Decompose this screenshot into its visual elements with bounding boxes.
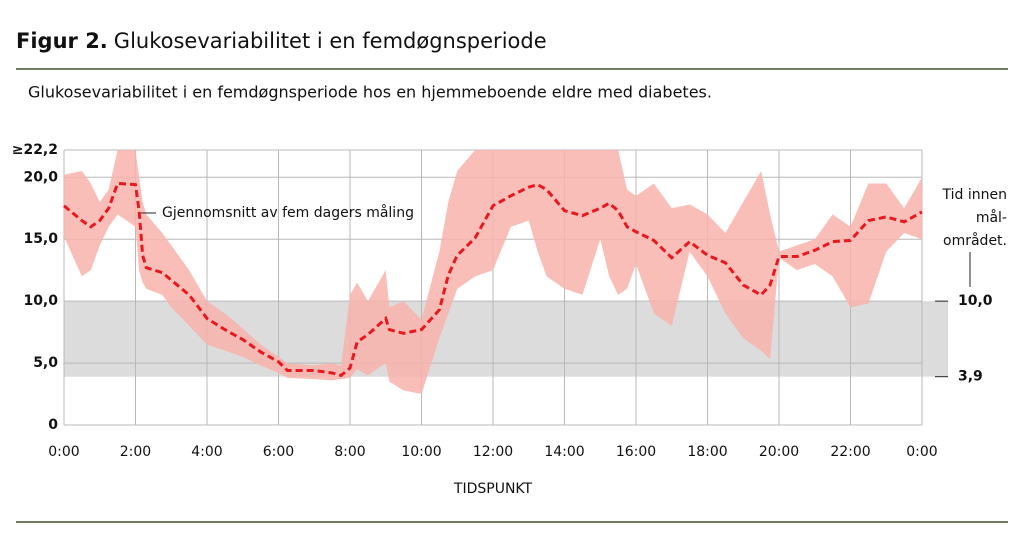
title-text: Glukosevariabilitet i en femdøgnsperiode [114, 29, 547, 53]
x-tick-label: 18:00 [687, 444, 727, 460]
chart-title: Figur 2. Glukosevariabilitet i en femdøgn… [16, 29, 547, 53]
x-tick-label: 20:00 [759, 444, 799, 460]
target-caption: Tid innen [942, 187, 1007, 203]
x-tick-label: 0:00 [906, 444, 937, 460]
x-tick-label: 2:00 [120, 444, 151, 460]
plot: 3,9 10,0 Tid innen mål-området. 0 5,0 10,0 15,0… [12, 142, 1007, 460]
x-axis-label: TIDSPUNKT [453, 481, 533, 497]
x-tick-label: 6:00 [263, 444, 294, 460]
target-caption: mål- [976, 209, 1007, 226]
subtitle: Glukosevariabilitet i en femdøgnsperiode… [28, 83, 712, 102]
target-caption: området. [943, 232, 1007, 249]
y-tick-label: ≥22,2 [12, 142, 58, 158]
x-tick-label: 4:00 [191, 444, 222, 460]
x-tick-label: 10:00 [401, 444, 441, 460]
title-label: Figur 2. [16, 29, 108, 53]
x-tick-label: 22:00 [830, 444, 870, 460]
x-tick-label: 14:00 [544, 444, 584, 460]
y-tick-label: 15,0 [23, 231, 58, 247]
x-tick-label: 0:00 [48, 444, 79, 460]
mean-line [63, 181, 923, 378]
range-band [64, 150, 922, 395]
y-tick-label: 0 [48, 417, 58, 433]
x-tick-label: 8:00 [334, 444, 365, 460]
target-label: 3,9 [958, 369, 983, 385]
y-tick-label: 20,0 [23, 169, 58, 185]
y-tick-label: 5,0 [33, 355, 58, 371]
x-tick-label: 16:00 [616, 444, 656, 460]
y-tick-label: 10,0 [23, 293, 58, 309]
target-label: 10,0 [958, 293, 993, 309]
x-tick-label: 12:00 [473, 444, 513, 460]
annotation: Gjennomsnitt av fem dagers måling [162, 204, 414, 221]
